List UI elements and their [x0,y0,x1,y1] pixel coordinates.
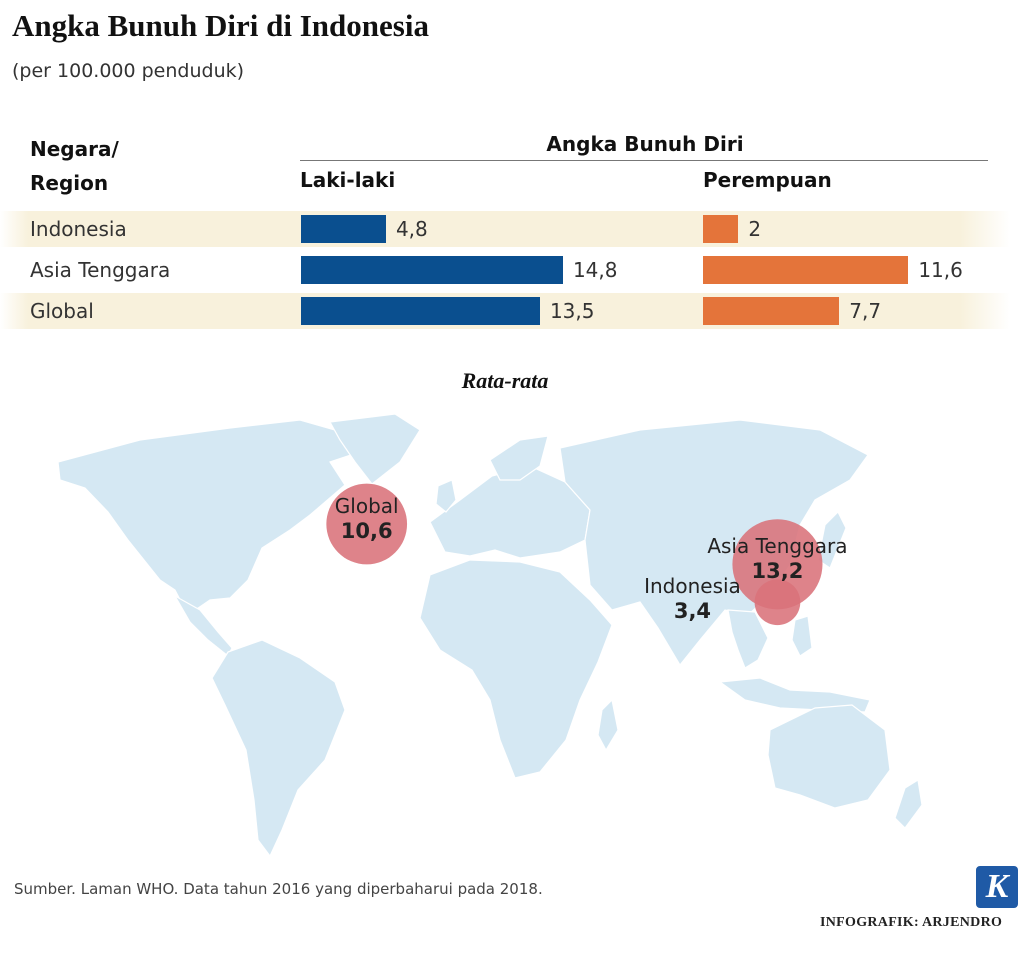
value-label-male: 14,8 [572,258,618,282]
bubble-global [326,483,408,565]
category-label: Asia Tenggara [30,258,171,282]
category-label: Global [30,299,94,323]
land-philippines [791,615,813,657]
series-header-female: Perempuan [703,168,832,192]
map-title: Rata-rata [461,368,549,393]
table-row: Indonesia 4,8 2 [0,211,1024,247]
land-indochina [727,609,769,669]
bubble-label-value: 13,2 [751,559,804,584]
land-indonesia [718,677,871,713]
land-greenland [329,413,421,485]
bubble-label-value: 10,6 [340,519,393,543]
bubble-indonesia [754,579,801,626]
source-note: Sumber. Laman WHO. Data tahun 2016 yang … [14,880,543,898]
bubble-label-name: Asia Tenggara [707,534,848,559]
value-label-female: 7,7 [849,299,882,323]
category-header-line2: Region [30,171,109,195]
publisher-logo: K [976,866,1018,908]
value-label-female: 2 [748,217,762,241]
bar-female [703,297,840,325]
land-uk [435,479,457,513]
value-label-female: 11,6 [918,258,963,282]
value-label-male: 4,8 [395,217,428,241]
world-map [57,413,923,858]
category-label: Indonesia [30,217,127,241]
bar-female [703,256,909,284]
map-bubbles [326,483,823,626]
land-africa [419,559,613,779]
bubble-label-name: Indonesia [644,574,741,599]
infographic-credit: INFOGRAFIK: ARJENDRO [820,915,1003,930]
bubble-label-value: 3,4 [673,599,712,624]
bubble-label: Global 10,6 [307,494,427,544]
category-header: Negara/ Region [30,132,230,200]
page-subtitle: (per 100.000 penduduk) [12,60,245,82]
land-south-america [211,639,346,858]
land-madagascar [597,698,619,752]
table-row: Global 13,5 7,7 [0,293,1024,329]
bar-chart-title: Angka Bunuh Diri [546,132,744,156]
bubble-label-name: Global [334,494,399,518]
land-australia [767,704,891,809]
bubble-label: Indonesia 3,4 [622,574,762,624]
land-new-zealand [894,779,923,829]
bar-male [301,297,540,325]
map-land [57,413,923,858]
bubble-asia-tenggara [732,519,823,610]
bubble-label: Asia Tenggara 13,2 [687,534,867,584]
group-header-rule [300,160,988,161]
value-label-male: 13,5 [549,299,595,323]
bar-female [703,215,739,243]
land-north-america [57,419,362,616]
table-row: Asia Tenggara 14,8 11,6 [0,252,1024,288]
land-scandinavia [489,435,549,481]
series-header-male: Laki-laki [300,168,396,192]
bar-male [301,256,563,284]
bar-male [301,215,386,243]
page-title: Angka Bunuh Diri di Indonesia [12,8,429,43]
category-header-line1: Negara/ [30,137,119,161]
